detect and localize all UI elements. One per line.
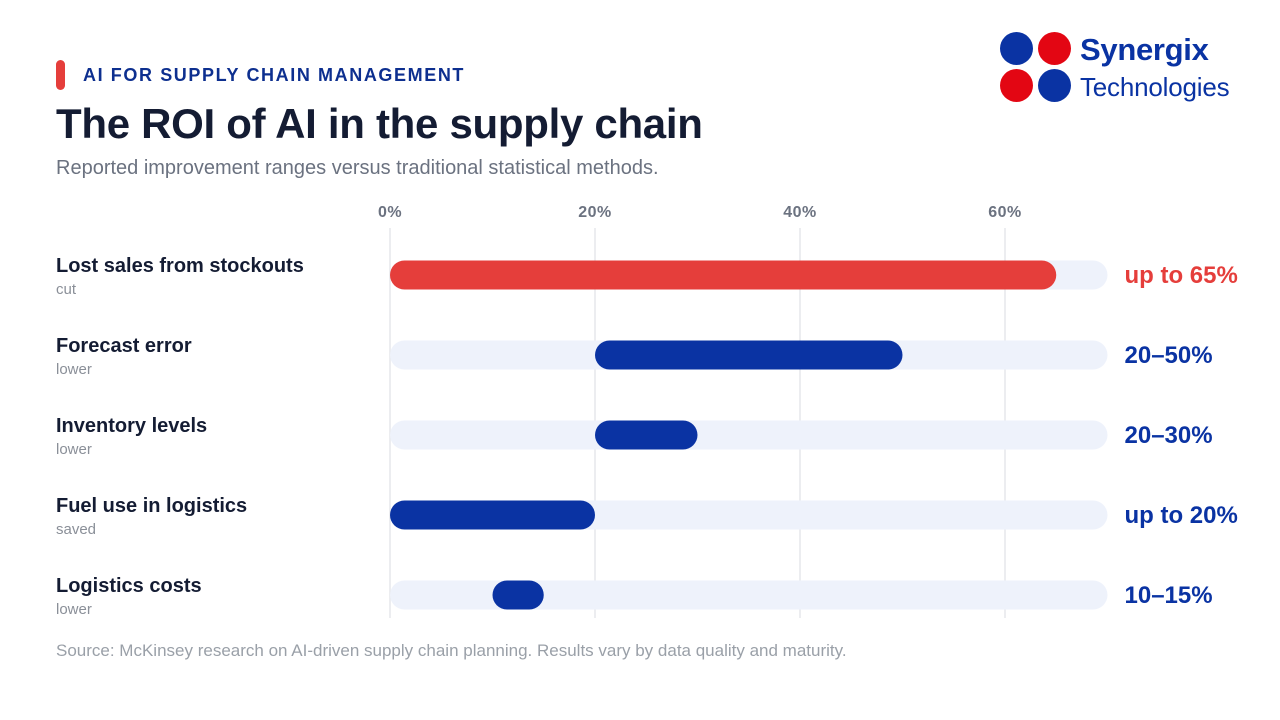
x-tick-label: 60% <box>988 204 1022 221</box>
logo-dot-bottom-left <box>1000 69 1033 102</box>
category-sublabel: lower <box>56 441 92 458</box>
x-tick-label: 0% <box>378 204 402 221</box>
logo-subtitle: Technologies <box>1080 72 1230 102</box>
range-bar <box>390 500 595 530</box>
category-label: Lost sales from stockouts <box>56 255 304 277</box>
range-bar <box>595 420 698 450</box>
bar-track <box>390 580 1108 610</box>
logo-name: Synergix <box>1080 32 1209 67</box>
category-label: Fuel use in logistics <box>56 495 248 517</box>
logo-dot-top-left <box>1000 32 1033 65</box>
category-sublabel: saved <box>56 521 97 538</box>
x-tick-label: 40% <box>783 204 817 221</box>
category-sublabel: lower <box>56 601 92 618</box>
category-sublabel: lower <box>56 361 92 378</box>
logo-dots-icon <box>1000 32 1076 102</box>
value-label: 20–50% <box>1125 342 1213 369</box>
category-label: Forecast error <box>56 335 192 357</box>
value-label: 10–15% <box>1125 582 1213 609</box>
page-subtitle: Reported improvement ranges versus tradi… <box>56 157 659 179</box>
category-sublabel: cut <box>56 281 77 298</box>
value-label: up to 20% <box>1125 502 1238 529</box>
source-note: Source: McKinsey research on AI-driven s… <box>56 641 847 660</box>
logo-dot-top-right <box>1038 32 1071 65</box>
category-label: Logistics costs <box>56 575 202 597</box>
logo-dot-bottom-right <box>1038 69 1071 102</box>
value-label: 20–30% <box>1125 422 1213 449</box>
eyebrow-accent-bar <box>56 60 65 90</box>
value-label: up to 65% <box>1125 262 1238 289</box>
range-bar <box>595 340 903 370</box>
category-label: Inventory levels <box>56 415 208 437</box>
company-logo: Synergix Technologies <box>1000 32 1260 102</box>
eyebrow: AI FOR SUPPLY CHAIN MANAGEMENT <box>56 60 465 90</box>
eyebrow-text: AI FOR SUPPLY CHAIN MANAGEMENT <box>83 64 466 85</box>
bar-track <box>390 420 1108 450</box>
x-tick-label: 20% <box>578 204 612 221</box>
range-bar <box>390 260 1057 290</box>
range-bar <box>492 580 544 610</box>
page-title: The ROI of AI in the supply chain <box>56 100 703 147</box>
